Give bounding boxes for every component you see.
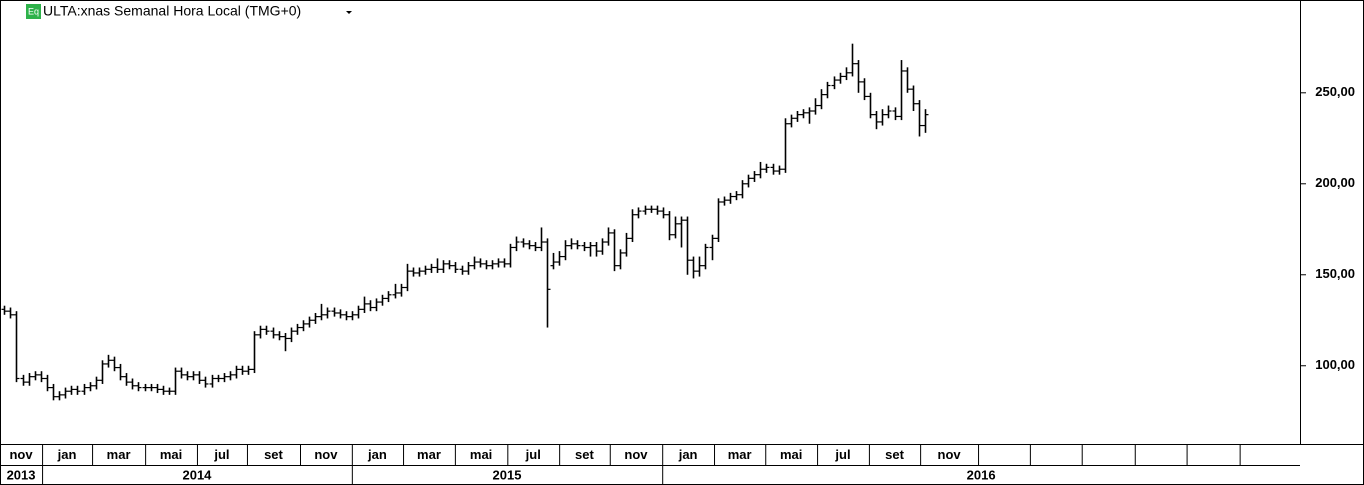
dropdown-arrow[interactable]: [346, 11, 352, 14]
month-label: jan: [367, 447, 387, 462]
month-label: jan: [57, 447, 77, 462]
month-label: mai: [160, 447, 182, 462]
year-label: 2013: [7, 467, 36, 482]
month-label: mai: [470, 447, 492, 462]
symbol-icon-label: Eq: [28, 6, 39, 16]
month-label: set: [885, 447, 904, 462]
month-label: mar: [107, 447, 131, 462]
month-label: jul: [834, 447, 850, 462]
month-label: nov: [624, 447, 648, 462]
month-label: mar: [728, 447, 752, 462]
month-label: jan: [678, 447, 698, 462]
y-tick-label: 100,00: [1315, 357, 1355, 372]
year-label: 2016: [967, 467, 996, 482]
month-label: mai: [780, 447, 802, 462]
year-label: 2015: [493, 467, 522, 482]
month-label: jul: [525, 447, 541, 462]
chart-title[interactable]: ULTA:xnas Semanal Hora Local (TMG+0): [43, 3, 301, 19]
month-label: mar: [417, 447, 441, 462]
month-label: nov: [9, 447, 33, 462]
month-label: jul: [213, 447, 229, 462]
month-label: set: [264, 447, 283, 462]
month-label: nov: [938, 447, 962, 462]
y-tick-label: 250,00: [1315, 84, 1355, 99]
month-label: set: [575, 447, 594, 462]
symbol-icon: [26, 4, 41, 19]
year-label: 2014: [182, 467, 212, 482]
month-label: nov: [314, 447, 338, 462]
y-tick-label: 150,00: [1315, 266, 1355, 281]
y-tick-label: 200,00: [1315, 175, 1355, 190]
